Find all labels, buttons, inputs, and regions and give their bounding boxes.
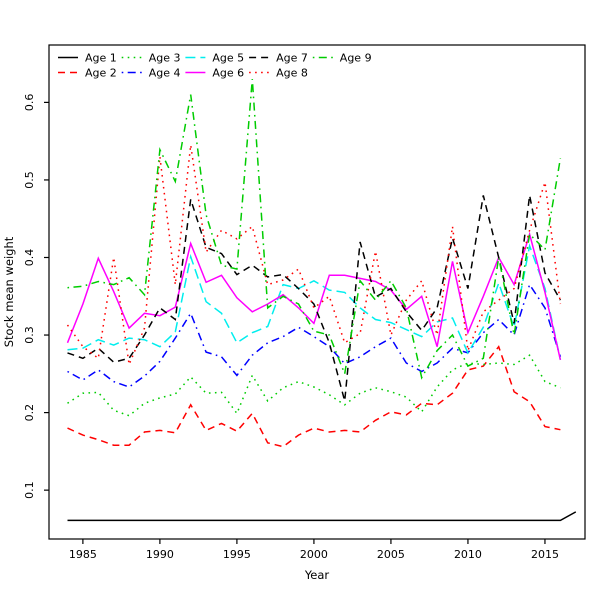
series-line-age-9 [67,79,562,380]
x-tick-label: 2010 [454,548,482,561]
series-line-age-1 [67,511,577,522]
x-tick-label: 1995 [223,548,251,561]
series-line-age-7 [67,195,562,402]
series-line-age-4 [67,282,562,388]
x-tick-label: 1985 [69,548,97,561]
y-axis-title: Stock mean weight [2,236,16,347]
y-tick-label: 0.1 [23,481,36,499]
legend-label-age-6: Age 6 [212,67,244,80]
x-tick-label: 2005 [377,548,405,561]
legend-label-age-5: Age 5 [212,52,244,65]
legend-label-age-9: Age 9 [340,52,372,65]
series-line-age-2 [67,345,561,448]
y-tick-label: 0.2 [23,404,36,422]
y-tick-label: 0.6 [23,94,36,112]
series-line-age-8 [66,144,562,368]
legend-label-age-7: Age 7 [276,52,308,65]
x-tick-label: 2000 [300,548,328,561]
x-axis-title: Year [304,568,330,582]
legend-label-age-4: Age 4 [149,67,181,80]
series-line-age-5 [67,243,562,361]
series-line-age-3 [67,354,561,417]
legend-label-age-3: Age 3 [149,52,181,65]
x-tick-label: 2015 [531,548,559,561]
plot-border [48,44,586,540]
legend-label-age-8: Age 8 [276,67,308,80]
y-tick-label: 0.5 [23,171,36,189]
series-line-age-6 [66,231,562,361]
legend-label-age-2: Age 2 [85,67,117,80]
plot-dynamic-layer: 1985 1990 1995 2000 2005 2010 2015 0.1 0.2 0.3 0.4… [23,44,586,561]
legend-label-age-1: Age 1 [85,52,117,65]
y-tick-label: 0.4 [23,249,36,267]
x-tick-label: 1990 [146,548,174,561]
y-tick-label: 0.3 [23,326,36,344]
